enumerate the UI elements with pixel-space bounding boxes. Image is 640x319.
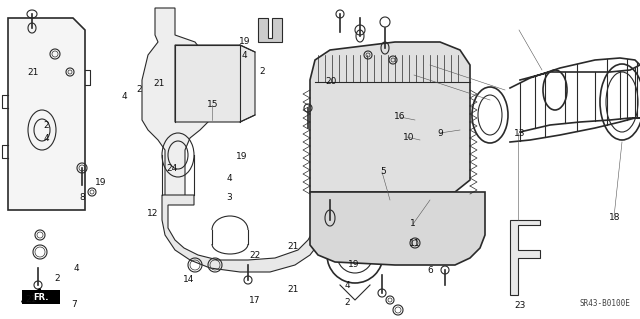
Text: 4: 4: [227, 174, 232, 182]
Text: 21: 21: [28, 68, 39, 77]
Text: 6: 6: [428, 266, 433, 275]
Text: 24: 24: [166, 164, 177, 173]
Text: 21: 21: [25, 295, 36, 304]
Text: 15: 15: [207, 100, 218, 109]
Text: 17: 17: [249, 296, 260, 305]
Text: 2: 2: [55, 274, 60, 283]
Text: 21: 21: [153, 79, 164, 88]
Text: FR.: FR.: [33, 293, 49, 301]
Polygon shape: [510, 220, 540, 295]
Text: 23: 23: [514, 301, 525, 310]
Text: 19: 19: [95, 178, 107, 187]
Polygon shape: [162, 195, 325, 272]
Polygon shape: [258, 18, 282, 42]
Text: 19: 19: [239, 37, 250, 46]
Polygon shape: [142, 8, 210, 200]
Polygon shape: [310, 192, 485, 265]
Text: 19: 19: [236, 152, 248, 161]
Polygon shape: [175, 45, 255, 122]
Text: 19: 19: [348, 260, 359, 269]
Text: 12: 12: [147, 209, 158, 218]
Text: 1: 1: [410, 219, 415, 228]
Text: 20: 20: [326, 77, 337, 86]
Polygon shape: [8, 18, 85, 210]
Text: 11: 11: [409, 239, 420, 248]
Text: 5: 5: [380, 167, 385, 176]
Text: 21: 21: [287, 285, 299, 294]
Text: 16: 16: [394, 112, 406, 121]
Text: 4: 4: [242, 51, 247, 60]
Text: 10: 10: [403, 133, 414, 142]
Text: 9: 9: [438, 129, 443, 138]
Bar: [22, 290, 60, 304]
Text: 2: 2: [344, 298, 349, 307]
Text: 22: 22: [249, 251, 260, 260]
Text: 7: 7: [71, 300, 76, 309]
Text: 14: 14: [183, 275, 195, 284]
Text: 2: 2: [44, 121, 49, 130]
Text: 8: 8: [79, 193, 84, 202]
Text: 13: 13: [514, 129, 525, 138]
Text: 3: 3: [227, 193, 232, 202]
Text: 4: 4: [74, 264, 79, 273]
Text: SR43-B0100E: SR43-B0100E: [579, 299, 630, 308]
Polygon shape: [310, 42, 470, 192]
Text: 4: 4: [344, 281, 349, 290]
Text: 2: 2: [260, 67, 265, 76]
Text: 4: 4: [122, 92, 127, 101]
Text: 4: 4: [44, 134, 49, 143]
Text: 18: 18: [609, 213, 620, 222]
Text: 2: 2: [137, 85, 142, 94]
Text: 21: 21: [287, 242, 299, 251]
